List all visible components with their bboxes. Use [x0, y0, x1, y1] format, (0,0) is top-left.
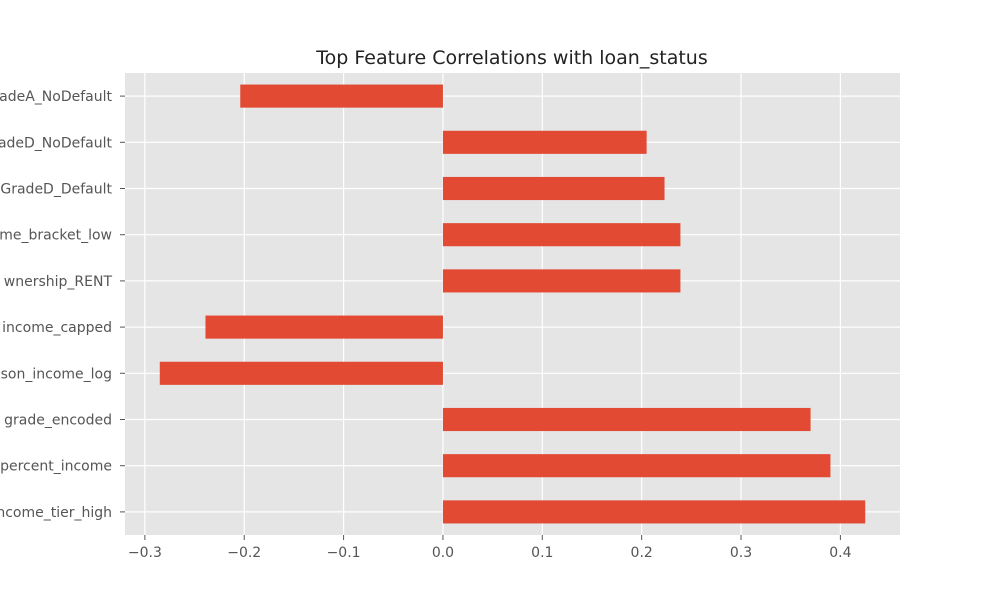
x-axis-ticks: −0.3 −0.2 −0.1 0.0 0.1 0.2 0.3 0.4: [128, 535, 852, 561]
x-tick-label: −0.3: [128, 545, 162, 561]
bar: [205, 315, 443, 339]
x-tick-label: 0.2: [631, 545, 653, 561]
bars: [159, 84, 866, 524]
category-label: adeD_NoDefault: [0, 135, 112, 151]
category-label: income_capped: [2, 320, 112, 336]
x-tick-label: 0.1: [531, 545, 553, 561]
bar: [442, 500, 866, 524]
bar: [442, 454, 831, 478]
category-label: grade_encoded: [4, 413, 112, 429]
category-label: ncome_tier_high: [0, 505, 112, 521]
category-label: percent_income: [0, 459, 112, 475]
bar: [240, 84, 443, 108]
bar: [442, 407, 811, 432]
bar: [442, 176, 665, 201]
x-tick-label: 0.3: [730, 545, 752, 561]
x-tick-label: 0.4: [829, 545, 851, 561]
y-axis-labels: adeA_NoDefault adeD_NoDefault GradeD_Defau…: [0, 89, 125, 521]
category-label: adeA_NoDefault: [0, 89, 112, 105]
chart-title: Top Feature Correlations with loan_statu…: [315, 47, 707, 69]
category-label: son_income_log: [1, 366, 112, 382]
category-label: wnership_RENT: [4, 274, 113, 290]
category-label: GradeD_Default: [0, 182, 112, 198]
x-tick-label: −0.1: [327, 545, 361, 561]
x-tick-label: −0.2: [227, 545, 261, 561]
category-label: me_bracket_low: [0, 228, 112, 244]
bar: [442, 130, 647, 154]
bar: [442, 269, 681, 293]
bar: [442, 223, 681, 247]
bar: [159, 361, 443, 385]
x-tick-label: 0.0: [432, 545, 454, 561]
